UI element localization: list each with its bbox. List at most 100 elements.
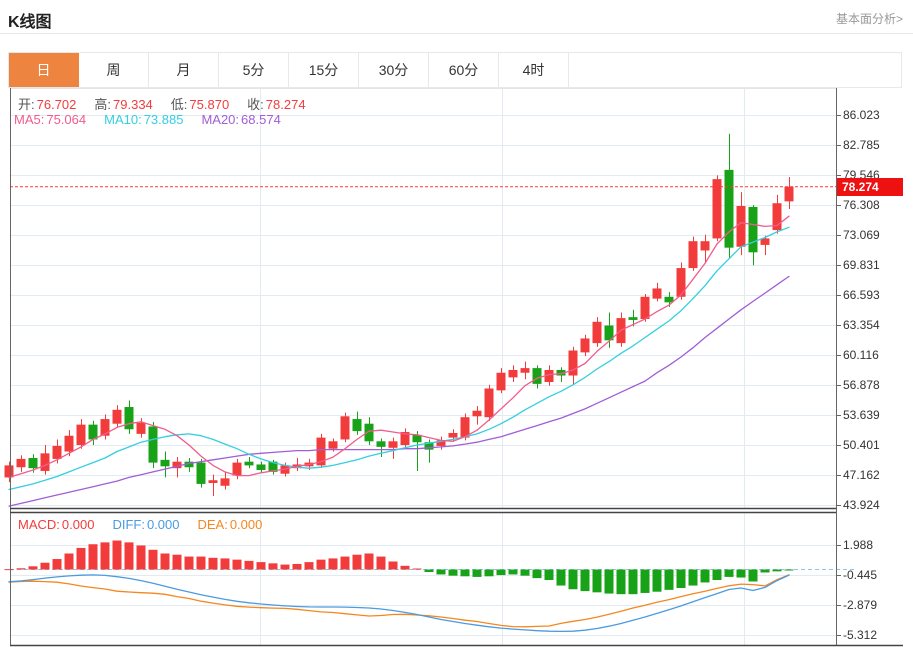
macd-bar-positive: [208, 557, 218, 570]
legend-label: DIFF:: [112, 517, 145, 532]
candle-up: [388, 441, 398, 448]
candle-up: [772, 203, 782, 231]
y-axis-label: 86.023: [843, 108, 880, 122]
candle-up: [16, 458, 26, 468]
candle-up: [136, 422, 146, 434]
legend-value: 0.000: [61, 517, 95, 532]
y-axis-label: -5.312: [843, 628, 878, 642]
macd-bar-positive: [4, 569, 14, 571]
fundamental-analysis-link[interactable]: 基本面分析>: [835, 12, 903, 26]
macd-bar-positive: [28, 566, 38, 570]
legend-value: 78.274: [265, 97, 306, 112]
candle-down: [148, 426, 158, 463]
candle-down: [28, 457, 38, 469]
candle-down: [364, 423, 374, 442]
candle-up: [400, 432, 410, 446]
y-axis-label: 82.785: [843, 138, 880, 152]
tab-15分[interactable]: 15分: [289, 53, 359, 87]
legend-value: 75.064: [46, 112, 87, 127]
candle-up: [496, 372, 506, 391]
macd-bar-negative: [424, 569, 434, 572]
macd-bar-positive: [76, 547, 86, 570]
macd-bar-positive: [184, 556, 194, 570]
macd-bar-positive: [280, 564, 290, 570]
macd-bar-positive: [148, 549, 158, 570]
macd-bar-positive: [160, 553, 170, 570]
macd-bar-positive: [364, 553, 374, 570]
candle-up: [64, 435, 74, 452]
y-axis-label: 60.116: [843, 348, 879, 362]
dea-line: [8, 574, 790, 628]
macd-bar-positive: [304, 562, 314, 570]
candle-up: [652, 288, 662, 299]
macd-bar-negative: [604, 569, 614, 594]
tab-30分[interactable]: 30分: [359, 53, 429, 87]
candle-down: [628, 317, 638, 320]
y-axis-label: 63.354: [843, 318, 880, 332]
tab-5分[interactable]: 5分: [219, 53, 289, 87]
y-axis-label: 50.401: [843, 438, 880, 452]
candle-up: [76, 424, 86, 446]
macd-bar-negative: [520, 569, 530, 576]
tab-4时[interactable]: 4时: [499, 53, 569, 87]
macd-bar-positive: [412, 568, 422, 570]
candle-down: [664, 296, 674, 303]
page-title: K线图: [8, 14, 52, 31]
candle-down: [724, 169, 734, 248]
macd-bar-positive: [52, 559, 62, 570]
macd-bar-negative: [592, 569, 602, 593]
tab-月[interactable]: 月: [149, 53, 219, 87]
macd-bar-positive: [124, 542, 134, 570]
ma20-line: [8, 275, 790, 507]
macd-bar-positive: [220, 558, 230, 570]
tab-日[interactable]: 日: [9, 53, 79, 87]
macd-bar-positive: [352, 554, 362, 570]
legend-label: 开:: [18, 97, 35, 112]
y-axis-label: -0.445: [843, 568, 878, 582]
macd-bar-positive: [232, 559, 242, 570]
y-axis-label: 69.831: [843, 258, 880, 272]
tab-周[interactable]: 周: [79, 53, 149, 87]
macd-bar-positive: [64, 553, 74, 570]
candle-down: [160, 459, 170, 467]
candle-up: [508, 369, 518, 378]
macd-bar-positive: [88, 544, 98, 570]
candle-up: [520, 368, 530, 373]
legend-label: MA20:: [201, 112, 240, 127]
legend-label: 低:: [170, 97, 188, 112]
candle-up: [472, 410, 482, 417]
macd-bar-positive: [196, 556, 206, 570]
macd-bar-positive: [292, 563, 302, 570]
candle-up: [760, 238, 770, 245]
candle-down: [268, 461, 278, 472]
macd-bar-positive: [100, 542, 110, 570]
candle-up: [316, 437, 326, 466]
macd-bar-negative: [748, 569, 758, 582]
candle-down: [256, 464, 266, 471]
candle-down: [376, 441, 386, 447]
legend-label: MA5:: [14, 112, 45, 127]
legend-value: 0.000: [146, 517, 180, 532]
macd-bar-negative: [508, 569, 518, 575]
macd-bar-negative: [556, 569, 566, 586]
macd-bar-negative: [616, 569, 626, 595]
tab-60分[interactable]: 60分: [429, 53, 499, 87]
legend-value: 73.885: [143, 112, 184, 127]
macd-bar-negative: [664, 569, 674, 590]
candle-up: [784, 186, 794, 202]
y-axis-label: 73.069: [843, 228, 880, 242]
macd-bar-negative: [688, 569, 698, 586]
candle-up: [676, 268, 686, 297]
macd-bar-negative: [760, 569, 770, 573]
macd-bar-negative: [772, 569, 782, 572]
candle-down: [556, 369, 566, 376]
macd-bar-positive: [136, 545, 146, 570]
macd-bar-positive: [244, 560, 254, 570]
candle-down: [604, 325, 614, 341]
legend-label: MA10:: [104, 112, 142, 127]
last-price-badge: 78.274: [837, 177, 903, 196]
candle-up: [340, 416, 350, 440]
candle-down: [184, 461, 194, 468]
